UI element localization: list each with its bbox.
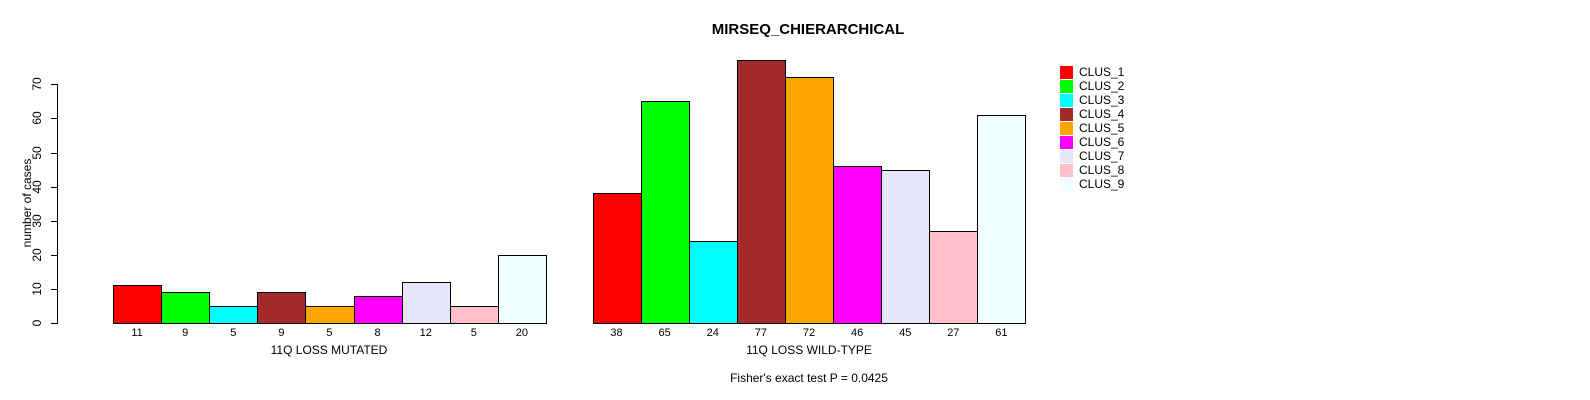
bar-value-label: 72 [802, 327, 816, 339]
bar-value-label: 61 [995, 327, 1008, 339]
y-axis-line [57, 84, 58, 324]
bar-value-label: 12 [419, 327, 432, 339]
bar-value-label: 11 [131, 327, 143, 339]
bar-clus_1 [592, 193, 642, 324]
legend-color-swatch [1060, 108, 1073, 121]
bar-clus_1 [113, 285, 163, 324]
bar-value-label: 65 [658, 327, 671, 339]
y-tick-mark [51, 254, 58, 256]
legend-item-clus_7: CLUS_7 [1060, 150, 1124, 163]
legend-item-clus_9: CLUS_9 [1060, 178, 1124, 191]
x-axis-label-mutated: 11Q LOSS MUTATED [270, 343, 388, 357]
legend-item-label: CLUS_7 [1079, 149, 1125, 163]
bar-clus_2 [640, 101, 690, 324]
bar-value-label: 20 [515, 327, 529, 339]
legend-item-label: CLUS_6 [1079, 135, 1125, 149]
y-tick-mark [51, 323, 58, 324]
bar-value-label: 77 [754, 327, 767, 339]
bar-value-label: 5 [230, 327, 237, 339]
legend-color-swatch [1060, 122, 1073, 135]
legend-color-swatch [1060, 150, 1073, 163]
x-axis-label-wildtype: 11Q LOSS WILD-TYPE [746, 343, 872, 357]
y-tick-label: 10 [30, 282, 44, 296]
legend-item-clus_5: CLUS_5 [1060, 122, 1124, 135]
legend-item-label: CLUS_5 [1079, 121, 1125, 135]
bar-clus_8 [449, 305, 499, 324]
chart-title: MIRSEQ_CHIERARCHICAL [711, 21, 905, 38]
bar-clus_5 [784, 77, 835, 324]
legend-item-clus_2: CLUS_2 [1060, 80, 1124, 93]
legend-item-clus_8: CLUS_8 [1060, 164, 1124, 177]
fisher-test-annotation: Fisher's exact test P = 0.0425 [730, 371, 888, 385]
legend-item-label: CLUS_9 [1079, 177, 1125, 191]
bar-value-label: 38 [610, 327, 623, 339]
y-tick-mark [51, 220, 58, 222]
bar-clus_9 [497, 254, 547, 324]
y-tick-label: 0 [30, 319, 44, 327]
bar-value-label: 27 [947, 327, 960, 339]
bar-clus_3 [209, 305, 259, 324]
legend-item-clus_1: CLUS_1 [1060, 66, 1124, 79]
legend-item-label: CLUS_8 [1079, 163, 1125, 177]
legend-item-clus_4: CLUS_4 [1060, 108, 1124, 121]
legend-color-swatch [1060, 178, 1073, 191]
bar-clus_2 [161, 292, 211, 324]
bar-clus_5 [305, 305, 355, 324]
y-tick-label: 40 [30, 179, 44, 194]
legend-item-label: CLUS_1 [1079, 65, 1125, 79]
bar-value-label: 46 [850, 327, 864, 339]
y-tick-label: 30 [30, 214, 44, 228]
legend-item-clus_6: CLUS_6 [1060, 136, 1124, 149]
legend-item-label: CLUS_2 [1079, 79, 1125, 93]
y-tick-mark [51, 152, 58, 154]
legend-color-swatch [1060, 164, 1073, 177]
bar-clus_6 [833, 166, 883, 324]
y-tick-mark [51, 118, 58, 120]
y-axis-label: number of cases [20, 158, 34, 248]
bar-value-label: 5 [470, 327, 477, 339]
y-tick-label: 50 [30, 145, 44, 160]
bar-clus_7 [401, 282, 451, 324]
legend-color-swatch [1060, 94, 1073, 107]
y-tick-mark [51, 84, 58, 86]
bar-value-label: 8 [374, 327, 381, 339]
bar-value-label: 9 [278, 327, 285, 339]
bar-clus_3 [688, 241, 738, 324]
legend-item-clus_3: CLUS_3 [1060, 94, 1124, 107]
bar-clus_7 [881, 169, 931, 324]
bar-value-label: 9 [182, 327, 189, 339]
bar-value-label: 24 [706, 327, 719, 339]
legend-item-label: CLUS_3 [1079, 93, 1125, 107]
bar-clus_6 [353, 295, 403, 324]
y-tick-label: 60 [30, 111, 44, 126]
bar-clus_4 [736, 60, 786, 324]
bar-clus_8 [929, 230, 979, 324]
y-tick-mark [51, 288, 58, 290]
bar-clus_4 [257, 292, 307, 324]
y-tick-label: 20 [30, 248, 44, 262]
legend-item-label: CLUS_4 [1079, 107, 1125, 121]
legend-color-swatch [1060, 136, 1073, 149]
bar-value-label: 5 [326, 327, 333, 339]
legend-color-swatch [1060, 66, 1073, 79]
y-tick-mark [51, 186, 58, 188]
bar-clus_9 [977, 114, 1027, 324]
bar-value-label: 45 [899, 327, 912, 339]
legend-color-swatch [1060, 80, 1073, 93]
y-tick-label: 70 [30, 77, 44, 91]
